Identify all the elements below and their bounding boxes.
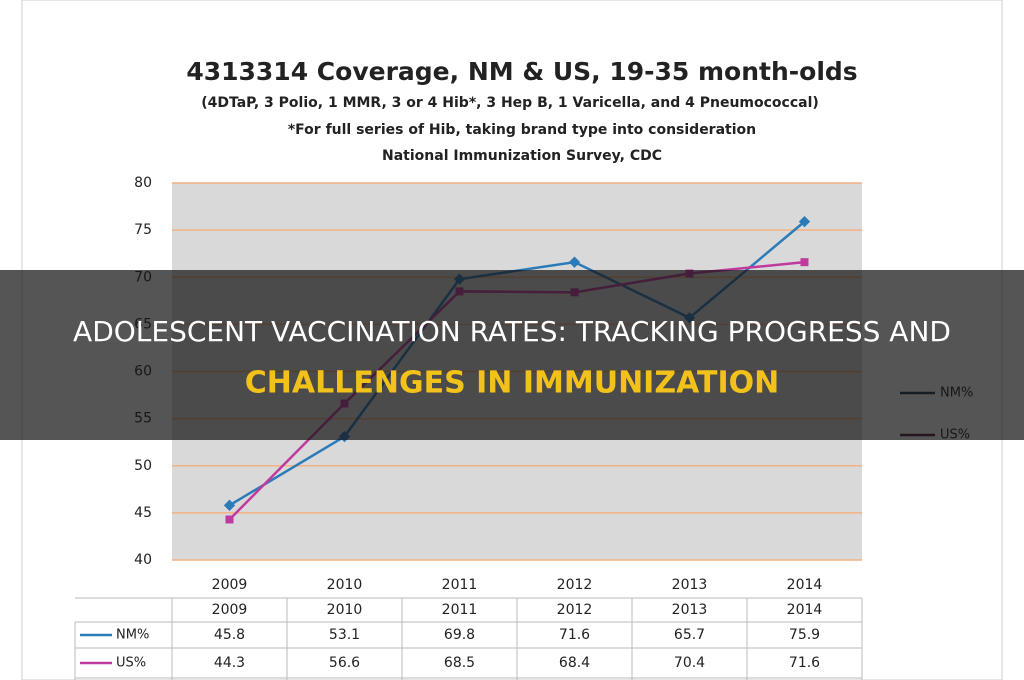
y-tick-label: 80 <box>134 175 152 191</box>
y-tick-label: 50 <box>134 458 152 474</box>
table-value: 69.8 <box>444 627 475 643</box>
y-tick-label: 75 <box>134 222 152 238</box>
banner-title: ADOLESCENT VACCINATION RATES: TRACKING P… <box>73 315 951 348</box>
table-value: 71.6 <box>789 655 820 671</box>
data-point <box>223 499 236 511</box>
x-tick-label: 2012 <box>557 577 593 593</box>
banner <box>0 270 1024 440</box>
x-tick-label: 2009 <box>212 577 248 593</box>
table-value: 53.1 <box>329 627 360 643</box>
chart-title: 4313314 Coverage, NM & US, 19-35 month-o… <box>186 57 857 86</box>
data-point <box>798 215 811 228</box>
table-header: 2010 <box>327 602 363 618</box>
table-value: 56.6 <box>329 655 360 671</box>
table-header: 2013 <box>672 602 708 618</box>
table-series-label: NM% <box>116 628 149 643</box>
x-tick-label: 2010 <box>327 577 363 593</box>
x-tick-label: 2011 <box>442 577 478 593</box>
table-header: 2014 <box>787 602 823 618</box>
x-tick-label: 2014 <box>787 577 823 593</box>
y-tick-label: 45 <box>134 505 152 521</box>
table-value: 71.6 <box>559 627 590 643</box>
table-value: 70.4 <box>674 655 705 671</box>
table-header: 2012 <box>557 602 593 618</box>
table-value: 45.8 <box>214 627 245 643</box>
chart-subtitle: (4DTaP, 3 Polio, 1 MMR, 3 or 4 Hib*, 3 H… <box>201 95 819 111</box>
table-value: 75.9 <box>789 627 820 643</box>
table-value: 65.7 <box>674 627 705 643</box>
table-value: 68.4 <box>559 655 590 671</box>
data-point <box>800 258 809 267</box>
data-point <box>568 256 581 268</box>
table-value: 68.5 <box>444 655 475 671</box>
table-header: 2011 <box>442 602 478 618</box>
chart-subtitle: National Immunization Survey, CDC <box>382 148 662 164</box>
banner-title: CHALLENGES IN IMMUNIZATION <box>245 366 779 401</box>
chart-subtitle: *For full series of Hib, taking brand ty… <box>288 122 756 138</box>
table-series-label: US% <box>116 656 146 671</box>
y-tick-label: 40 <box>134 552 152 568</box>
x-tick-label: 2013 <box>672 577 708 593</box>
data-point <box>225 515 234 524</box>
table-value: 44.3 <box>214 655 245 671</box>
table-header: 2009 <box>212 602 248 618</box>
